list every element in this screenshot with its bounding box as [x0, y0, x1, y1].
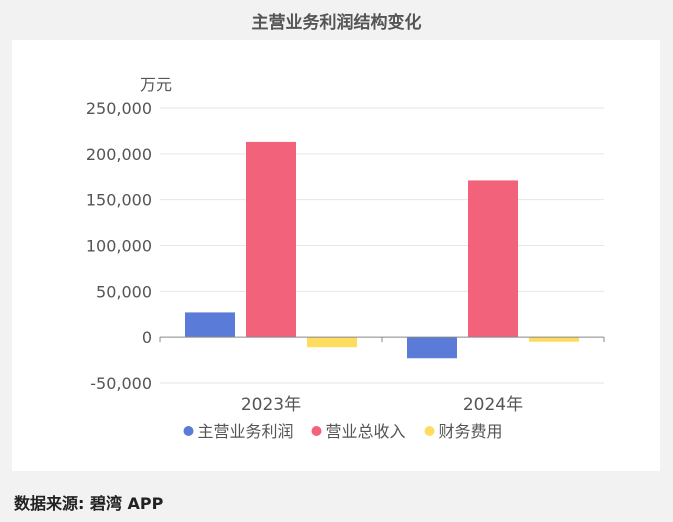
page-title: 主营业务利润结构变化 — [251, 13, 422, 33]
bar-chart: 250,000 200,000 150,000 100,000 50,000 0 -50,0… — [86, 75, 605, 441]
y-axis-unit: 万元 — [140, 75, 172, 94]
bar — [529, 337, 579, 342]
legend-label: 财务费用 — [439, 422, 503, 441]
y-tick-label: 50,000 — [96, 282, 152, 301]
x-tick-label: 2024年 — [463, 395, 523, 415]
legend-marker — [311, 426, 322, 436]
y-tick-label: 250,000 — [86, 99, 152, 118]
data-source: 数据来源: 碧湾 APP — [14, 494, 164, 513]
bar — [185, 312, 235, 338]
legend-label: 主营业务利润 — [198, 422, 294, 441]
chart-panel: 250,000 200,000 150,000 100,000 50,000 0 -50,0… — [12, 40, 660, 471]
bar — [407, 337, 457, 359]
bar — [307, 337, 357, 348]
y-tick-label: 0 — [142, 328, 152, 347]
y-tick-label: 150,000 — [86, 191, 152, 210]
bar — [468, 180, 518, 338]
legend-label: 营业总收入 — [326, 422, 406, 441]
y-tick-label: -50,000 — [90, 374, 152, 393]
legend-marker — [424, 426, 435, 436]
legend-marker — [183, 426, 194, 436]
y-tick-label: 100,000 — [86, 237, 152, 256]
x-tick-label: 2023年 — [241, 395, 301, 415]
y-tick-label: 200,000 — [86, 145, 152, 164]
bar — [246, 141, 296, 338]
